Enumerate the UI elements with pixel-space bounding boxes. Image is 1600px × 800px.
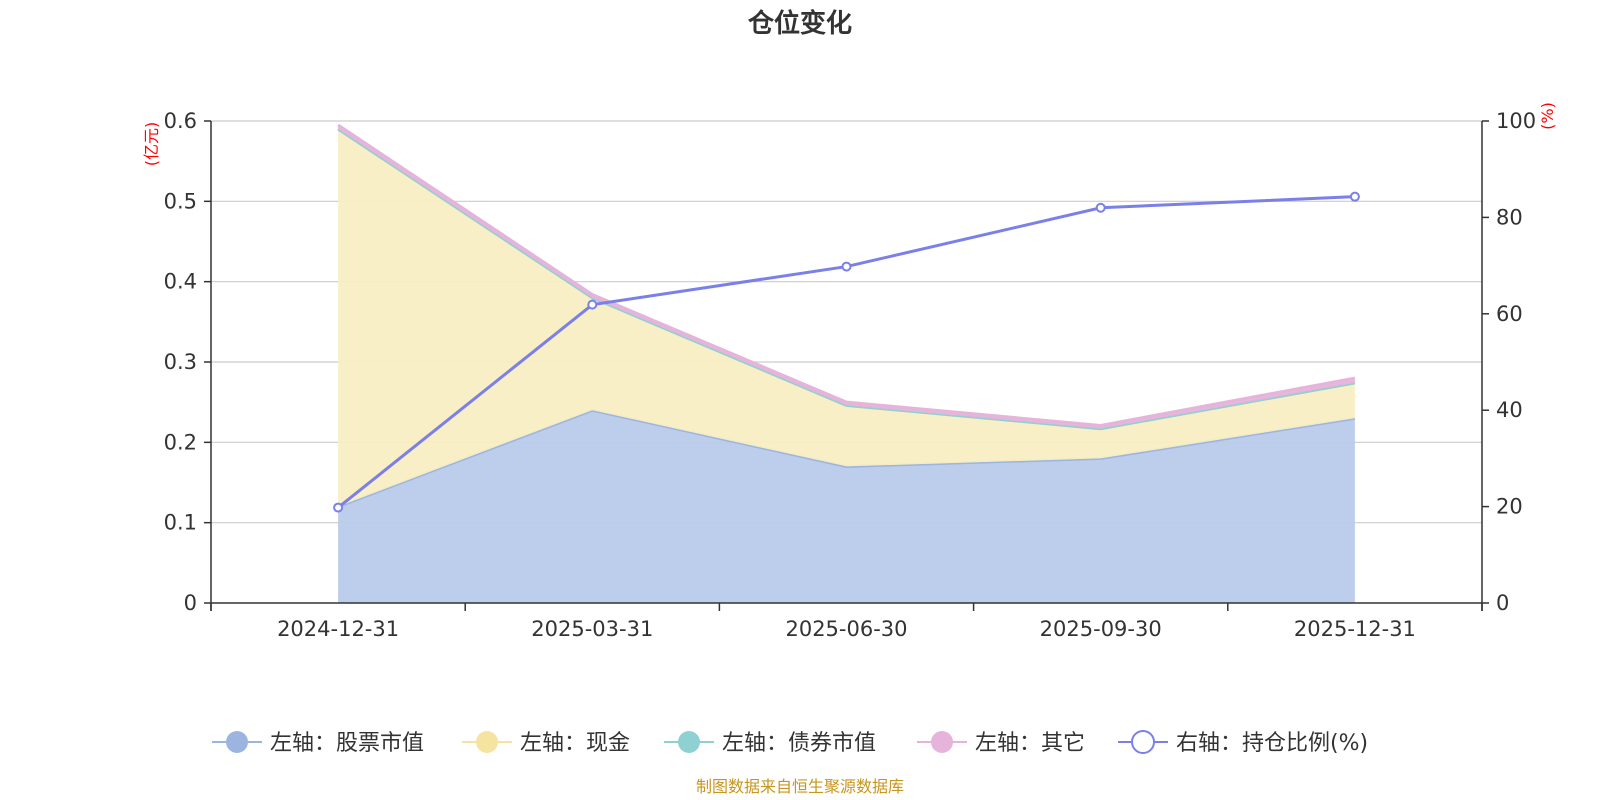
right-axis-tick-label: 100 xyxy=(1496,109,1536,133)
left-axis-tick-label: 0.2 xyxy=(164,430,197,454)
x-axis-tick-label: 2025-03-31 xyxy=(531,617,653,641)
ratio-point xyxy=(333,502,344,513)
legend-marker xyxy=(1131,730,1155,754)
left-axis-tick-label: 0.4 xyxy=(164,270,197,294)
axes: 0 0.1 0.2 0.3 0.4 0.5 0.6 0 20 40 60 80 100 2024-12-3… xyxy=(164,109,1537,641)
legend-label: 左轴：现金 xyxy=(520,731,630,756)
ratio-point xyxy=(841,261,852,272)
x-axis-tick-label: 2025-06-30 xyxy=(785,617,907,641)
left-axis-tick-label: 0.1 xyxy=(164,511,197,535)
left-axis-tick-label: 0.6 xyxy=(164,109,197,133)
right-axis-tick-label: 40 xyxy=(1496,398,1523,422)
right-axis-tick-label: 80 xyxy=(1496,205,1523,229)
ratio-line-series xyxy=(333,191,1360,513)
legend-label: 右轴：持仓比例(%) xyxy=(1176,731,1368,756)
legend-item[interactable]: 右轴：持仓比例(%) xyxy=(1118,730,1368,756)
other-area-line xyxy=(337,123,1356,427)
legend-marker xyxy=(226,731,248,753)
legend-marker xyxy=(476,731,498,753)
right-axis-tick-label: 0 xyxy=(1496,591,1509,615)
legend-label: 左轴：其它 xyxy=(975,731,1085,756)
legend-item[interactable]: 左轴：现金 xyxy=(462,731,630,756)
right-axis-tick-label: 60 xyxy=(1496,302,1523,326)
area-series xyxy=(337,123,1356,603)
x-axis-tick-label: 2024-12-31 xyxy=(277,617,399,641)
right-axis-tick-label: 20 xyxy=(1496,495,1523,519)
source-note: 制图数据来自恒生聚源数据库 xyxy=(696,777,904,796)
legend-item[interactable]: 左轴：其它 xyxy=(917,731,1085,756)
legend-marker xyxy=(678,731,700,753)
ratio-point xyxy=(587,299,598,310)
left-axis-tick-label: 0.3 xyxy=(164,350,197,374)
legend[interactable]: 左轴：股票市值 左轴：现金 左轴：债券市值 左轴：其它 右轴：持仓比例(%) xyxy=(212,730,1368,756)
legend-marker xyxy=(931,731,953,753)
legend-label: 左轴：股票市值 xyxy=(270,731,424,756)
legend-label: 左轴：债券市值 xyxy=(722,731,876,756)
left-axis-tick-label: 0.5 xyxy=(164,189,197,213)
x-axis-tick-label: 2025-09-30 xyxy=(1040,617,1162,641)
cash-area xyxy=(338,129,1355,507)
x-axis-tick-label: 2025-12-31 xyxy=(1294,617,1416,641)
legend-item[interactable]: 左轴：股票市值 xyxy=(212,731,424,756)
left-axis-unit: (亿元) xyxy=(142,122,161,167)
ratio-point xyxy=(1095,202,1106,213)
right-axis-unit: (%) xyxy=(1538,102,1557,130)
left-axis-tick-label: 0 xyxy=(184,591,197,615)
chart-title: 仓位变化 xyxy=(747,8,852,39)
ratio-point xyxy=(1349,191,1360,202)
legend-item[interactable]: 左轴：债券市值 xyxy=(664,731,876,756)
